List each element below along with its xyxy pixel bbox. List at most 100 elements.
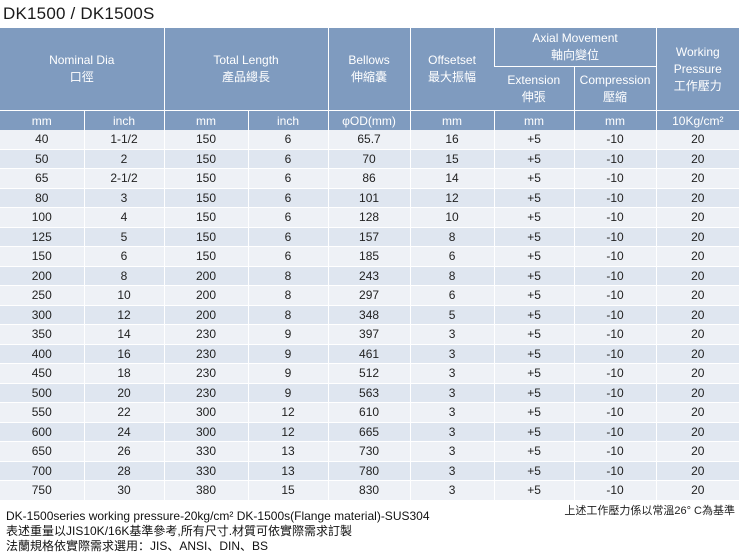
table-row: 80 3 150 6 101 12 +5 -10 20: [0, 188, 739, 208]
cell-compression-mm: -10: [573, 383, 657, 403]
cell-compression-mm: -10: [573, 422, 657, 442]
cell-nominal-mm: 100: [0, 207, 84, 227]
cell-extension-mm: +5: [493, 324, 575, 344]
cell-length-inch: 6: [247, 130, 329, 149]
cell-offset-mm: 3: [409, 441, 495, 461]
cell-nominal-inch: 14: [83, 324, 165, 344]
cell-nominal-inch: 2-1/2: [83, 168, 165, 188]
table-row: 65 2-1/2 150 6 86 14 +5 -10 20: [0, 168, 739, 188]
cell-pressure: 20: [655, 130, 739, 149]
units-row: mm inch mm inch φOD(mm) mm mm mm 10Kg/cm²: [0, 110, 739, 130]
cell-offset-mm: 10: [409, 207, 495, 227]
cell-length-mm: 200: [163, 285, 249, 305]
cell-length-mm: 380: [163, 480, 249, 500]
cell-length-inch: 6: [247, 168, 329, 188]
cell-pressure: 20: [655, 344, 739, 364]
table-row: 50 2 150 6 70 15 +5 -10 20: [0, 149, 739, 169]
cell-extension-mm: +5: [493, 480, 575, 500]
note-line-3: 法蘭規格依實際需求選用：JIS、ANSI、DIN、BS: [6, 539, 269, 553]
header-offset-en: Offsetset: [428, 53, 476, 67]
cell-nominal-inch: 5: [83, 227, 165, 247]
cell-nominal-inch: 6: [83, 246, 165, 266]
cell-length-inch: 8: [247, 305, 329, 325]
cell-bellows-od: 512: [327, 363, 411, 383]
cell-pressure: 20: [655, 227, 739, 247]
cell-nominal-mm: 65: [0, 168, 84, 188]
cell-pressure: 20: [655, 305, 739, 325]
unit-cell: mm: [409, 110, 495, 130]
cell-offset-mm: 16: [409, 130, 495, 149]
cell-length-mm: 150: [163, 168, 249, 188]
header-nominal-dia-zh: 口徑: [69, 70, 94, 84]
cell-extension-mm: +5: [493, 207, 575, 227]
cell-nominal-mm: 300: [0, 305, 84, 325]
header-axial-movement: Axial Movement 軸向變位: [493, 28, 657, 67]
cell-pressure: 20: [655, 246, 739, 266]
header-extension-zh: 伸張: [521, 89, 546, 104]
cell-length-mm: 150: [163, 246, 249, 266]
cell-compression-mm: -10: [573, 461, 657, 481]
cell-compression-mm: -10: [573, 130, 657, 149]
cell-length-mm: 300: [163, 422, 249, 442]
cell-compression-mm: -10: [573, 149, 657, 169]
table-row: 125 5 150 6 157 8 +5 -10 20: [0, 227, 739, 247]
cell-nominal-mm: 650: [0, 441, 84, 461]
header-bellows: Bellows 伸縮囊: [327, 28, 411, 111]
cell-bellows-od: 70: [327, 149, 411, 169]
unit-cell: inch: [83, 110, 165, 130]
cell-length-mm: 330: [163, 441, 249, 461]
cell-nominal-mm: 500: [0, 383, 84, 403]
cell-offset-mm: 5: [409, 305, 495, 325]
cell-compression-mm: -10: [573, 441, 657, 461]
cell-nominal-inch: 2: [83, 149, 165, 169]
cell-offset-mm: 3: [409, 461, 495, 481]
cell-pressure: 20: [655, 402, 739, 422]
cell-bellows-od: 348: [327, 305, 411, 325]
cell-nominal-mm: 700: [0, 461, 84, 481]
header-pressure-en2: Pressure: [673, 61, 722, 76]
cell-bellows-od: 297: [327, 285, 411, 305]
cell-offset-mm: 6: [409, 246, 495, 266]
cell-offset-mm: 14: [409, 168, 495, 188]
note-line-1: DK-1500series working pressure-20kg/cm² …: [6, 509, 430, 523]
cell-pressure: 20: [655, 324, 739, 344]
header-bellows-zh: 伸縮囊: [351, 70, 388, 84]
cell-compression-mm: -10: [573, 480, 657, 500]
cell-bellows-od: 397: [327, 324, 411, 344]
cell-extension-mm: +5: [493, 402, 575, 422]
cell-length-inch: 6: [247, 246, 329, 266]
cell-extension-mm: +5: [493, 383, 575, 403]
cell-length-inch: 6: [247, 227, 329, 247]
table-row: 40 1-1/2 150 6 65.7 16 +5 -10 20: [0, 130, 739, 149]
cell-compression-mm: -10: [573, 363, 657, 383]
header-total-length-zh: 產品總長: [222, 70, 271, 84]
cell-compression-mm: -10: [573, 266, 657, 286]
cell-offset-mm: 15: [409, 149, 495, 169]
cell-length-inch: 13: [247, 461, 329, 481]
note-line-2: 表述重量以JIS10K/16K基準參考,所有尺寸.材質可依實際需求訂製: [6, 524, 353, 538]
cell-compression-mm: -10: [573, 305, 657, 325]
page-title: DK1500 / DK1500S: [3, 4, 155, 23]
cell-length-mm: 150: [163, 149, 249, 169]
cell-offset-mm: 8: [409, 266, 495, 286]
cell-extension-mm: +5: [493, 168, 575, 188]
table-row: 700 28 330 13 780 3 +5 -10 20: [0, 461, 739, 481]
cell-extension-mm: +5: [493, 266, 575, 286]
notes-block: DK-1500series working pressure-20kg/cm² …: [6, 509, 430, 554]
cell-extension-mm: +5: [493, 422, 575, 442]
cell-length-inch: 8: [247, 266, 329, 286]
cell-nominal-inch: 1-1/2: [83, 130, 165, 149]
cell-compression-mm: -10: [573, 188, 657, 208]
table-row: 750 30 380 15 830 3 +5 -10 20: [0, 480, 739, 500]
cell-pressure: 20: [655, 422, 739, 442]
header-offset: Offsetset 最大振幅: [409, 28, 495, 111]
cell-extension-mm: +5: [493, 149, 575, 169]
table-row: 400 16 230 9 461 3 +5 -10 20: [0, 344, 739, 364]
cell-compression-mm: -10: [573, 207, 657, 227]
header-compression: Compression 壓縮: [573, 66, 657, 111]
cell-length-inch: 9: [247, 383, 329, 403]
cell-nominal-mm: 600: [0, 422, 84, 442]
header-working-pressure: Working Pressure 工作壓力: [655, 28, 739, 111]
cell-length-inch: 8: [247, 285, 329, 305]
cell-nominal-inch: 26: [83, 441, 165, 461]
